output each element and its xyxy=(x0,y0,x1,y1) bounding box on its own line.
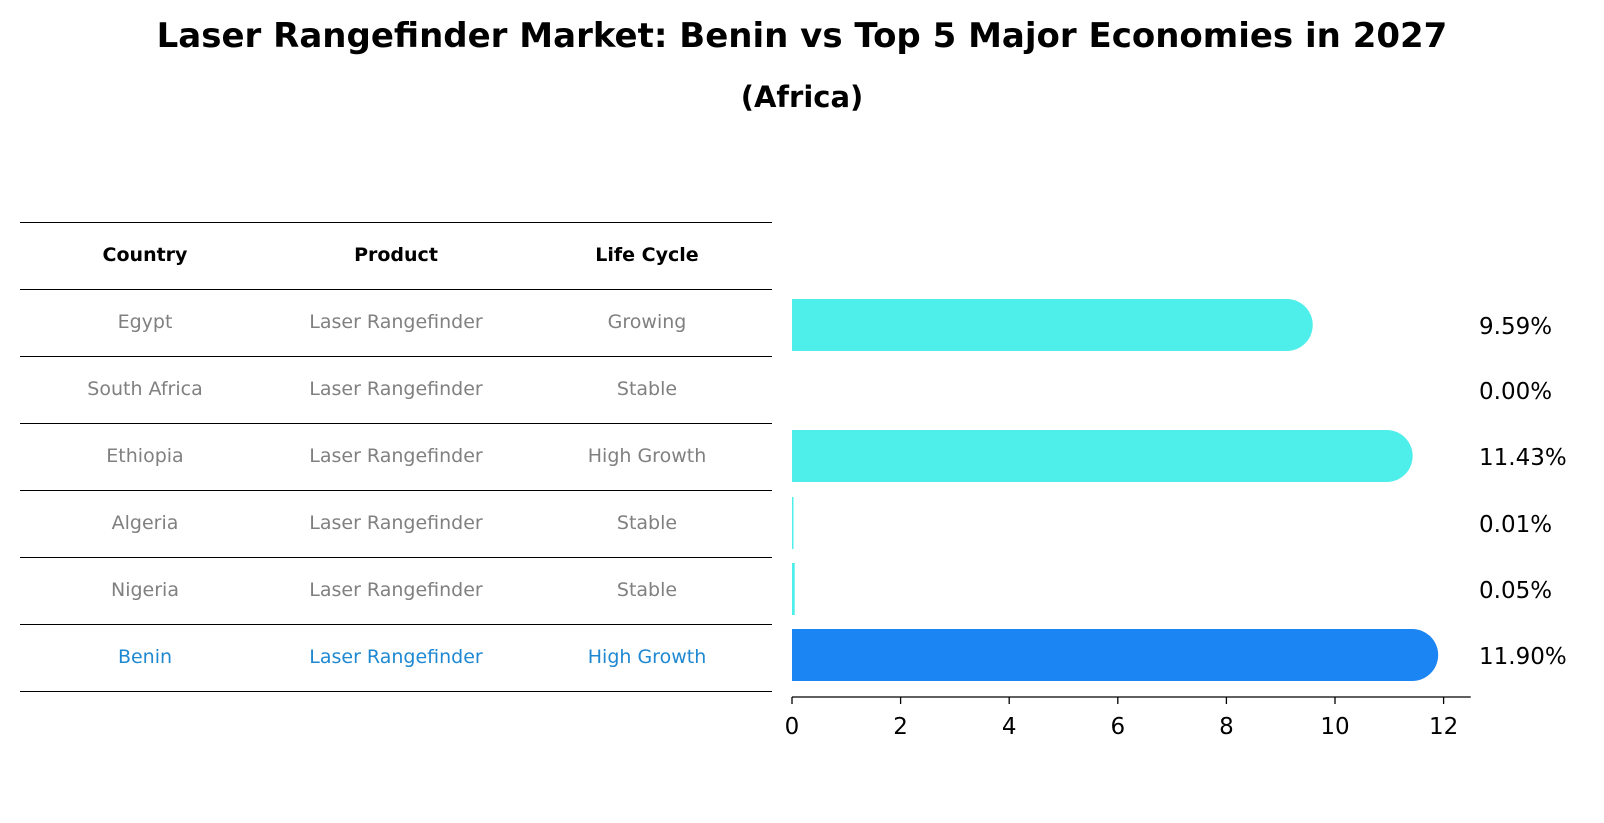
col-header-country: Country xyxy=(102,244,188,266)
bar-value-label: 0.05% xyxy=(1479,578,1552,604)
cell-country: Algeria xyxy=(111,512,179,534)
cell-lifecycle: High Growth xyxy=(587,646,707,668)
cell-product: Laser Rangefinder xyxy=(309,311,483,333)
bar-value-label: 11.43% xyxy=(1479,445,1567,471)
table-divider xyxy=(20,490,772,491)
cell-product: Laser Rangefinder xyxy=(309,646,483,668)
cell-country: Egypt xyxy=(117,311,173,333)
cell-product: Laser Rangefinder xyxy=(309,512,483,534)
bar-value-label: 0.00% xyxy=(1479,379,1552,405)
bar-benin xyxy=(792,629,1439,681)
table-divider xyxy=(20,691,772,692)
cell-country: Ethiopia xyxy=(106,445,184,467)
cell-product: Laser Rangefinder xyxy=(309,378,483,400)
table-divider xyxy=(20,557,772,558)
cell-product: Laser Rangefinder xyxy=(309,579,483,601)
x-tick-label: 10 xyxy=(1320,714,1349,740)
x-tick-label: 12 xyxy=(1429,714,1458,740)
x-tick-label: 6 xyxy=(1110,714,1125,740)
bar-value-label: 9.59% xyxy=(1479,314,1552,340)
cell-country: South Africa xyxy=(87,378,203,400)
cell-country: Benin xyxy=(117,646,173,668)
cell-lifecycle: Stable xyxy=(616,512,678,534)
bar-ethiopia xyxy=(792,430,1413,482)
cell-country: Nigeria xyxy=(111,579,179,601)
cell-product: Laser Rangefinder xyxy=(309,445,483,467)
cell-lifecycle: Growing xyxy=(607,311,687,333)
bar-value-label: 0.01% xyxy=(1479,512,1552,538)
table-divider xyxy=(20,222,772,223)
table-divider xyxy=(20,356,772,357)
cell-lifecycle: Stable xyxy=(616,378,678,400)
col-header-product: Product xyxy=(354,244,438,266)
table-divider xyxy=(20,289,772,290)
table-divider xyxy=(20,423,772,424)
bar-nigeria xyxy=(792,563,795,615)
table-divider xyxy=(20,624,772,625)
cell-lifecycle: High Growth xyxy=(587,445,707,467)
bar-algeria xyxy=(792,497,794,549)
chart-subtitle: (Africa) xyxy=(740,80,864,114)
x-tick-label: 0 xyxy=(785,714,800,740)
x-tick-label: 4 xyxy=(1002,714,1017,740)
x-tick-label: 8 xyxy=(1219,714,1234,740)
bar-egypt xyxy=(792,299,1313,351)
chart-title: Laser Rangefinder Market: Benin vs Top 5… xyxy=(156,16,1448,56)
x-tick-label: 2 xyxy=(893,714,908,740)
col-header-lifecycle: Life Cycle xyxy=(595,244,699,266)
cell-lifecycle: Stable xyxy=(616,579,678,601)
bar-value-label: 11.90% xyxy=(1479,644,1567,670)
